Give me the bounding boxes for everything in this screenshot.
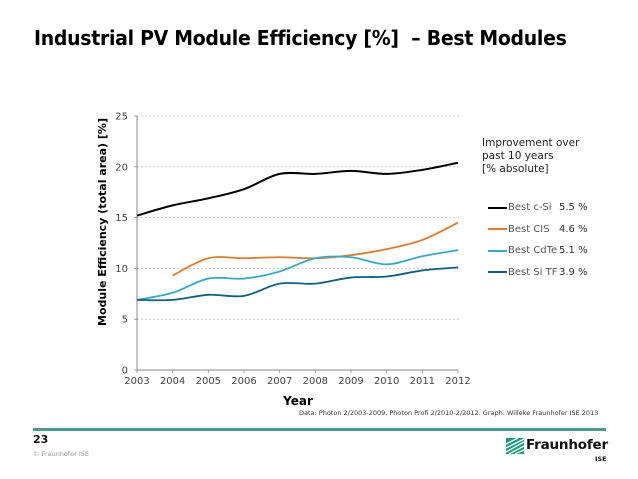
legend-label: Best CIS	[508, 223, 550, 235]
series-line-best-si-tf	[136, 266, 459, 302]
x-tick-label: 2006	[231, 376, 256, 387]
annotation-line: past 10 years	[482, 150, 554, 162]
x-tick-label: 2005	[196, 376, 221, 387]
chart-legend: Best c-Si 5.5 % Best CIS 4.6 % Best CdTe…	[488, 197, 588, 283]
axes	[134, 115, 459, 373]
legend-improvement-value: 5.5 %	[559, 202, 588, 214]
y-tick-label: 5	[122, 315, 128, 326]
footer-divider	[33, 428, 606, 431]
legend-improvement-value: 5.1 %	[559, 245, 588, 257]
x-tick-label: 2012	[445, 376, 470, 387]
y-axis-label: Module Efficiency (total area) [%]	[96, 118, 109, 326]
page-title: Industrial PV Module Efficiency [%] – Be…	[34, 26, 567, 50]
improvement-annotation: Improvement over past 10 years [% absolu…	[482, 137, 579, 176]
fraunhofer-logo-icon	[506, 438, 524, 454]
page-number: 23	[33, 433, 49, 446]
y-tick-label: 20	[115, 162, 128, 173]
x-tick-label: 2007	[267, 376, 292, 387]
legend-item-si-tf: Best Si TF 3.9 %	[488, 262, 588, 284]
y-tick-label: 25	[115, 112, 128, 123]
x-tick-label: 2004	[160, 376, 185, 387]
legend-swatch	[488, 206, 507, 209]
logo-sub: ISE	[595, 455, 607, 463]
series-line-best-c-si	[136, 161, 459, 217]
y-tick-label: 10	[115, 264, 128, 275]
x-axis-label: Year	[282, 394, 313, 408]
copyright: © Fraunhofer ISE	[33, 450, 89, 458]
series-line-best-cdte	[136, 249, 459, 301]
x-tick-label: 2011	[410, 376, 435, 387]
legend-label: Best Si TF	[508, 266, 558, 278]
legend-label: Best CdTe	[508, 245, 558, 257]
y-tick-labels: 0 5 10 15 20 25	[115, 112, 128, 377]
annotation-line: Improvement over	[482, 137, 580, 149]
x-tick-label: 2008	[303, 376, 328, 387]
legend-swatch	[488, 249, 507, 252]
logo-name: Fraunhofer	[526, 437, 608, 453]
legend-swatch	[488, 271, 507, 274]
x-tick-labels: 2003 2004 2005 2006 2007 2008 2009 2010 2011 2012	[124, 376, 470, 387]
legend-swatch	[488, 228, 507, 231]
legend-label: Best c-Si	[508, 202, 552, 214]
y-tick-label: 0	[122, 366, 128, 377]
x-tick-label: 2003	[124, 376, 149, 387]
series-lines	[136, 161, 459, 302]
source-note: Data: Photon 2/2003-2009, Photon Profi 2…	[299, 409, 599, 417]
legend-item-cdte: Best CdTe 5.1 %	[488, 240, 588, 262]
x-tick-label: 2009	[338, 376, 363, 387]
legend-improvement-value: 3.9 %	[559, 266, 588, 278]
annotation-line: [% absolute]	[482, 163, 549, 175]
x-tick-label: 2010	[374, 376, 399, 387]
series-line-best-cis	[172, 221, 459, 277]
legend-item-cis: Best CIS 4.6 %	[488, 219, 588, 241]
legend-item-c-si: Best c-Si 5.5 %	[488, 197, 588, 219]
legend-improvement-value: 4.6 %	[559, 223, 588, 235]
gridlines	[137, 115, 461, 320]
y-tick-label: 15	[115, 213, 128, 224]
